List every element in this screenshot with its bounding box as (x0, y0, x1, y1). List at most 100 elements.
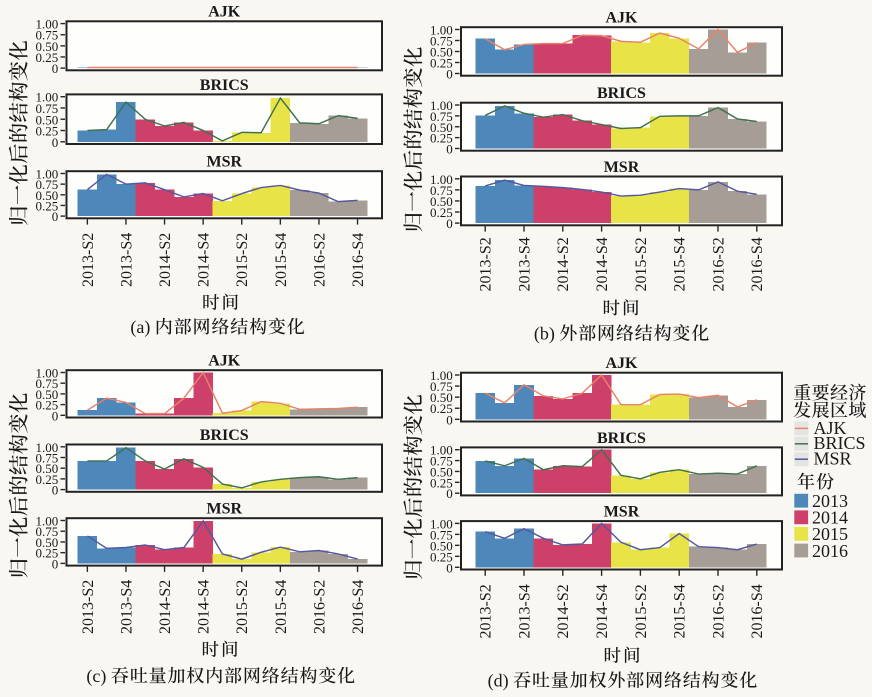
svg-text:AJK: AJK (606, 10, 639, 27)
svg-text:(a): (a) (130, 317, 150, 338)
svg-text:0.50: 0.50 (35, 188, 58, 203)
svg-text:0: 0 (446, 486, 453, 501)
svg-text:BRICS: BRICS (200, 77, 249, 94)
svg-text:2016-S2: 2016-S2 (710, 584, 727, 638)
svg-text:2016-S2: 2016-S2 (710, 237, 727, 291)
svg-text:0.50: 0.50 (430, 538, 453, 553)
svg-text:2015-S2: 2015-S2 (633, 237, 650, 291)
svg-text:0.75: 0.75 (430, 34, 453, 49)
svg-text:1.00: 1.00 (35, 17, 58, 32)
svg-text:BRICS: BRICS (814, 433, 866, 453)
svg-text:1.00: 1.00 (430, 98, 453, 113)
svg-text:2014: 2014 (812, 508, 848, 528)
svg-text:2013: 2013 (812, 491, 848, 511)
svg-text:2016-S4: 2016-S4 (350, 233, 367, 287)
svg-text:2013-S2: 2013-S2 (478, 237, 495, 291)
svg-text:2014-S2: 2014-S2 (157, 580, 174, 634)
svg-text:2015-S2: 2015-S2 (234, 580, 251, 634)
svg-text:AJK: AJK (208, 353, 241, 370)
svg-text:0.25: 0.25 (35, 398, 58, 413)
svg-text:0.25: 0.25 (35, 50, 58, 65)
svg-text:0.50: 0.50 (35, 112, 58, 127)
svg-text:0: 0 (446, 216, 453, 231)
svg-text:(b): (b) (534, 324, 555, 345)
svg-text:2013-S2: 2013-S2 (80, 233, 97, 287)
svg-text:1.00: 1.00 (430, 516, 453, 531)
svg-text:2014-S4: 2014-S4 (594, 584, 611, 638)
svg-text:2015-S4: 2015-S4 (672, 584, 689, 638)
svg-text:MSR: MSR (207, 501, 243, 518)
svg-text:2015-S2: 2015-S2 (633, 584, 650, 638)
svg-text:0.75: 0.75 (35, 376, 58, 391)
svg-text:2015-S4: 2015-S4 (672, 237, 689, 291)
svg-text:2016: 2016 (812, 541, 848, 561)
svg-text:2014-S2: 2014-S2 (555, 237, 572, 291)
svg-text:2015-S4: 2015-S4 (273, 580, 290, 634)
svg-text:0: 0 (446, 560, 453, 575)
svg-text:0: 0 (446, 67, 453, 82)
svg-text:0.75: 0.75 (35, 524, 58, 539)
svg-text:2015-S2: 2015-S2 (234, 233, 251, 287)
svg-text:0.50: 0.50 (35, 387, 58, 402)
svg-text:0.75: 0.75 (430, 379, 453, 394)
svg-text:0.25: 0.25 (430, 549, 453, 564)
svg-text:0.50: 0.50 (35, 461, 58, 476)
svg-text:1.00: 1.00 (430, 368, 453, 383)
svg-text:0.75: 0.75 (35, 101, 58, 116)
svg-text:2015: 2015 (812, 524, 848, 544)
svg-text:0.25: 0.25 (35, 546, 58, 561)
svg-text:0.50: 0.50 (430, 464, 453, 479)
svg-text:1.00: 1.00 (35, 514, 58, 529)
svg-text:BRICS: BRICS (597, 85, 646, 102)
svg-text:2014-S4: 2014-S4 (196, 580, 213, 634)
svg-text:0.50: 0.50 (430, 45, 453, 60)
svg-text:2014-S4: 2014-S4 (594, 237, 611, 291)
svg-text:0.25: 0.25 (430, 401, 453, 416)
svg-text:2013-S4: 2013-S4 (516, 584, 533, 638)
svg-text:0.75: 0.75 (430, 454, 453, 469)
svg-text:0.75: 0.75 (430, 183, 453, 198)
svg-text:2015-S4: 2015-S4 (273, 233, 290, 287)
svg-text:0.50: 0.50 (430, 390, 453, 405)
svg-text:0.75: 0.75 (35, 28, 58, 43)
svg-text:0.25: 0.25 (430, 205, 453, 220)
svg-text:0.25: 0.25 (430, 56, 453, 71)
svg-text:0.75: 0.75 (430, 527, 453, 542)
svg-text:1.00: 1.00 (35, 167, 58, 182)
svg-text:0.25: 0.25 (35, 198, 58, 213)
svg-text:2013-S2: 2013-S2 (478, 584, 495, 638)
svg-text:1.00: 1.00 (430, 172, 453, 187)
svg-text:1.00: 1.00 (35, 366, 58, 381)
svg-text:0.75: 0.75 (35, 451, 58, 466)
svg-text:0: 0 (52, 556, 59, 571)
svg-text:0.50: 0.50 (35, 535, 58, 550)
svg-text:MSR: MSR (604, 159, 640, 176)
svg-text:2013-S4: 2013-S4 (118, 233, 135, 287)
svg-text:0.50: 0.50 (35, 39, 58, 54)
svg-text:1.00: 1.00 (35, 440, 58, 455)
svg-text:0.50: 0.50 (430, 120, 453, 135)
svg-text:MSR: MSR (814, 449, 852, 469)
svg-text:BRICS: BRICS (597, 430, 646, 447)
svg-text:(c): (c) (86, 666, 106, 687)
svg-text:0.25: 0.25 (430, 131, 453, 146)
svg-text:MSR: MSR (604, 504, 640, 521)
svg-text:0.25: 0.25 (35, 124, 58, 139)
svg-text:0.75: 0.75 (430, 109, 453, 124)
svg-text:0.50: 0.50 (430, 194, 453, 209)
svg-text:2016-S4: 2016-S4 (749, 237, 766, 291)
svg-text:2016-S2: 2016-S2 (311, 580, 328, 634)
svg-text:0: 0 (52, 135, 59, 150)
svg-text:1.00: 1.00 (430, 23, 453, 38)
svg-text:1.00: 1.00 (430, 443, 453, 458)
svg-text:2016-S4: 2016-S4 (350, 580, 367, 634)
svg-text:2013-S4: 2013-S4 (516, 237, 533, 291)
svg-text:MSR: MSR (207, 154, 243, 171)
svg-text:AJK: AJK (814, 418, 847, 438)
svg-text:0: 0 (52, 483, 59, 498)
svg-text:AJK: AJK (208, 4, 241, 21)
svg-text:0: 0 (52, 61, 59, 76)
svg-text:2013-S4: 2013-S4 (118, 580, 135, 634)
svg-text:(d): (d) (488, 671, 509, 692)
svg-text:BRICS: BRICS (200, 427, 249, 444)
